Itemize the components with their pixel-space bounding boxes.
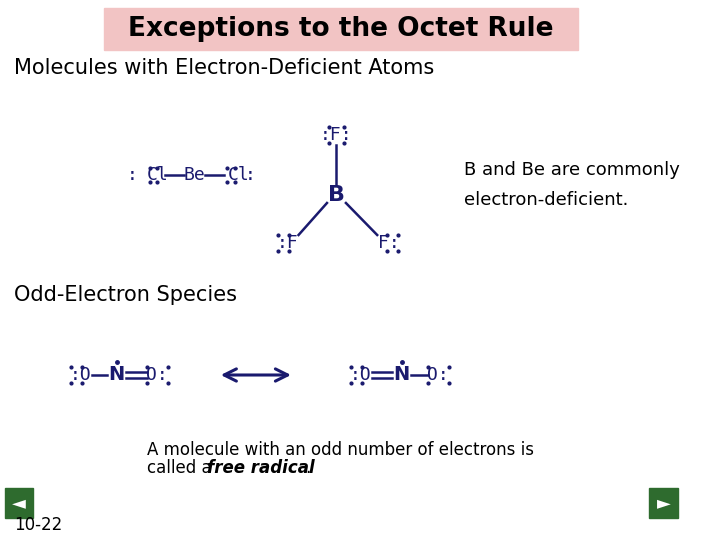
Bar (649, 488, 678, 518)
Text: called a: called a (147, 459, 217, 477)
Text: .: . (305, 459, 310, 477)
Text: Molecules with Electron-Deficient Atoms: Molecules with Electron-Deficient Atoms (14, 58, 434, 78)
Text: :F: :F (276, 234, 298, 252)
Text: O:: O: (145, 366, 167, 384)
Text: ►: ► (657, 494, 670, 512)
Text: N: N (394, 366, 410, 384)
Text: Exceptions to the Octet Rule: Exceptions to the Octet Rule (128, 16, 554, 42)
Text: F:: F: (378, 234, 400, 252)
Text: ◄: ◄ (12, 494, 26, 512)
Text: A molecule with an odd number of electrons is: A molecule with an odd number of electro… (147, 441, 534, 459)
Text: :F:: :F: (320, 126, 353, 144)
Text: Be: Be (184, 166, 205, 184)
Text: Cl: Cl (228, 166, 249, 184)
Text: :O: :O (70, 366, 91, 384)
Text: :: : (245, 166, 256, 184)
Text: :O: :O (349, 366, 371, 384)
Text: Cl: Cl (147, 166, 168, 184)
Text: :: : (127, 166, 138, 184)
Text: free radical: free radical (207, 459, 315, 477)
Bar (5, 488, 33, 518)
Text: 10-22: 10-22 (14, 516, 63, 534)
Bar (104, 8, 578, 50)
Text: Odd-Electron Species: Odd-Electron Species (14, 285, 237, 305)
Text: B: B (328, 185, 345, 205)
Text: N: N (109, 366, 125, 384)
Text: B and Be are commonly
electron-deficient.: B and Be are commonly electron-deficient… (464, 161, 680, 208)
Text: O:: O: (427, 366, 449, 384)
